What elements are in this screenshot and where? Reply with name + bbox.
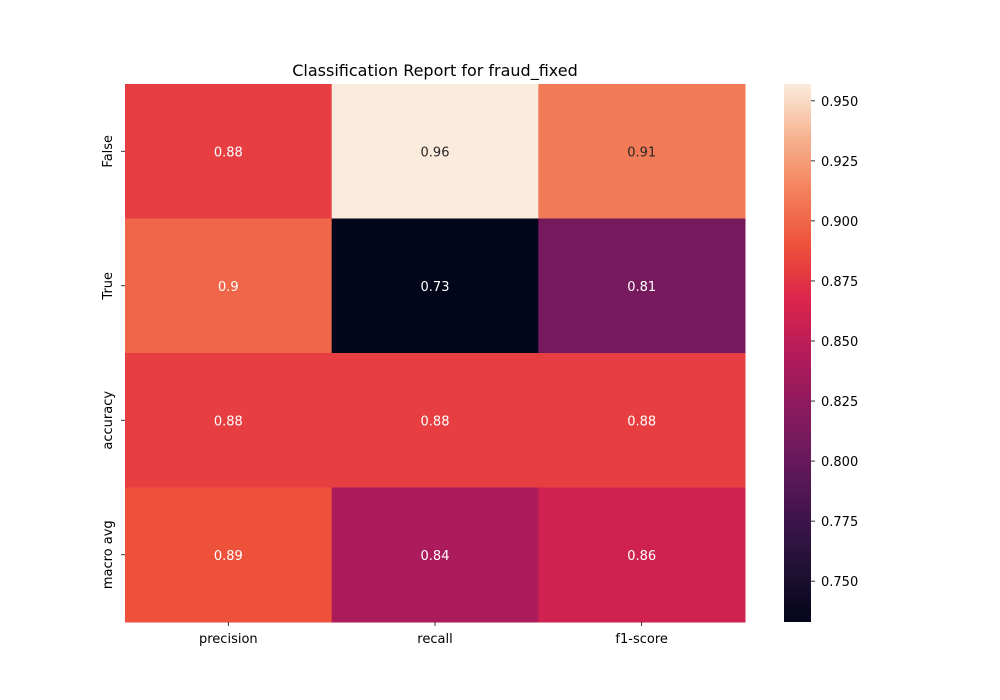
heatmap-cell [331, 84, 539, 219]
chart-title: Classification Report for fraud_fixed [292, 61, 578, 81]
y-tick-label: macro avg [101, 520, 116, 589]
heatmap-cell [125, 487, 333, 623]
cell-value-label: 0.81 [627, 280, 656, 295]
cell-value-label: 0.96 [421, 145, 450, 160]
cell-value-label: 0.73 [421, 280, 450, 295]
cell-value-label: 0.91 [627, 145, 656, 160]
colorbar-tick-label: 0.750 [821, 575, 858, 590]
y-tick-label: True [101, 272, 116, 301]
cell-value-label: 0.84 [421, 549, 450, 564]
heatmap-cell [538, 84, 746, 219]
heatmap-cell-labels: 0.88 0.96 0.91 0.9 0.73 0.81 0.88 0.88 0.88 0.89 0… [214, 145, 656, 564]
colorbar: 0.750 0.775 0.800 0.825 0.850 0.875 0.900 0.925… [784, 84, 858, 622]
colorbar-tick-label: 0.800 [821, 455, 858, 470]
heatmap-cell [331, 487, 539, 623]
heatmap-cell [331, 218, 539, 354]
colorbar-tick-label: 0.900 [821, 215, 858, 230]
heatmap-cell [125, 353, 333, 488]
y-tick-label: accuracy [101, 391, 116, 450]
x-tick-label: f1-score [615, 632, 667, 647]
colorbar-tick-label: 0.950 [821, 95, 858, 110]
colorbar-ticks: 0.750 0.775 0.800 0.825 0.850 0.875 0.900 0.925… [811, 95, 858, 590]
cell-value-label: 0.86 [627, 549, 656, 564]
heatmap-cell [538, 487, 746, 623]
colorbar-tick-label: 0.850 [821, 335, 858, 350]
colorbar-tick-label: 0.775 [821, 515, 858, 530]
x-tick-label: recall [417, 632, 452, 647]
cell-value-label: 0.88 [214, 145, 243, 160]
heatmap-cells [125, 84, 746, 623]
colorbar-gradient [784, 84, 811, 622]
cell-value-label: 0.89 [214, 549, 243, 564]
cell-value-label: 0.88 [421, 414, 450, 429]
heatmap-cell [125, 218, 333, 354]
y-tick-label: False [101, 135, 116, 168]
colorbar-tick-label: 0.875 [821, 275, 858, 290]
x-tick-label: precision [199, 632, 258, 647]
heatmap-cell [538, 218, 746, 354]
x-axis: precision recall f1-score [199, 622, 668, 647]
cell-value-label: 0.9 [218, 280, 239, 295]
heatmap-cell [538, 353, 746, 488]
y-axis: False True accuracy macro avg [101, 135, 125, 589]
colorbar-tick-label: 0.825 [821, 395, 858, 410]
heatmap-cell [125, 84, 333, 219]
cell-value-label: 0.88 [214, 414, 243, 429]
heatmap-cell [331, 353, 539, 488]
cell-value-label: 0.88 [627, 414, 656, 429]
colorbar-tick-label: 0.925 [821, 155, 858, 170]
